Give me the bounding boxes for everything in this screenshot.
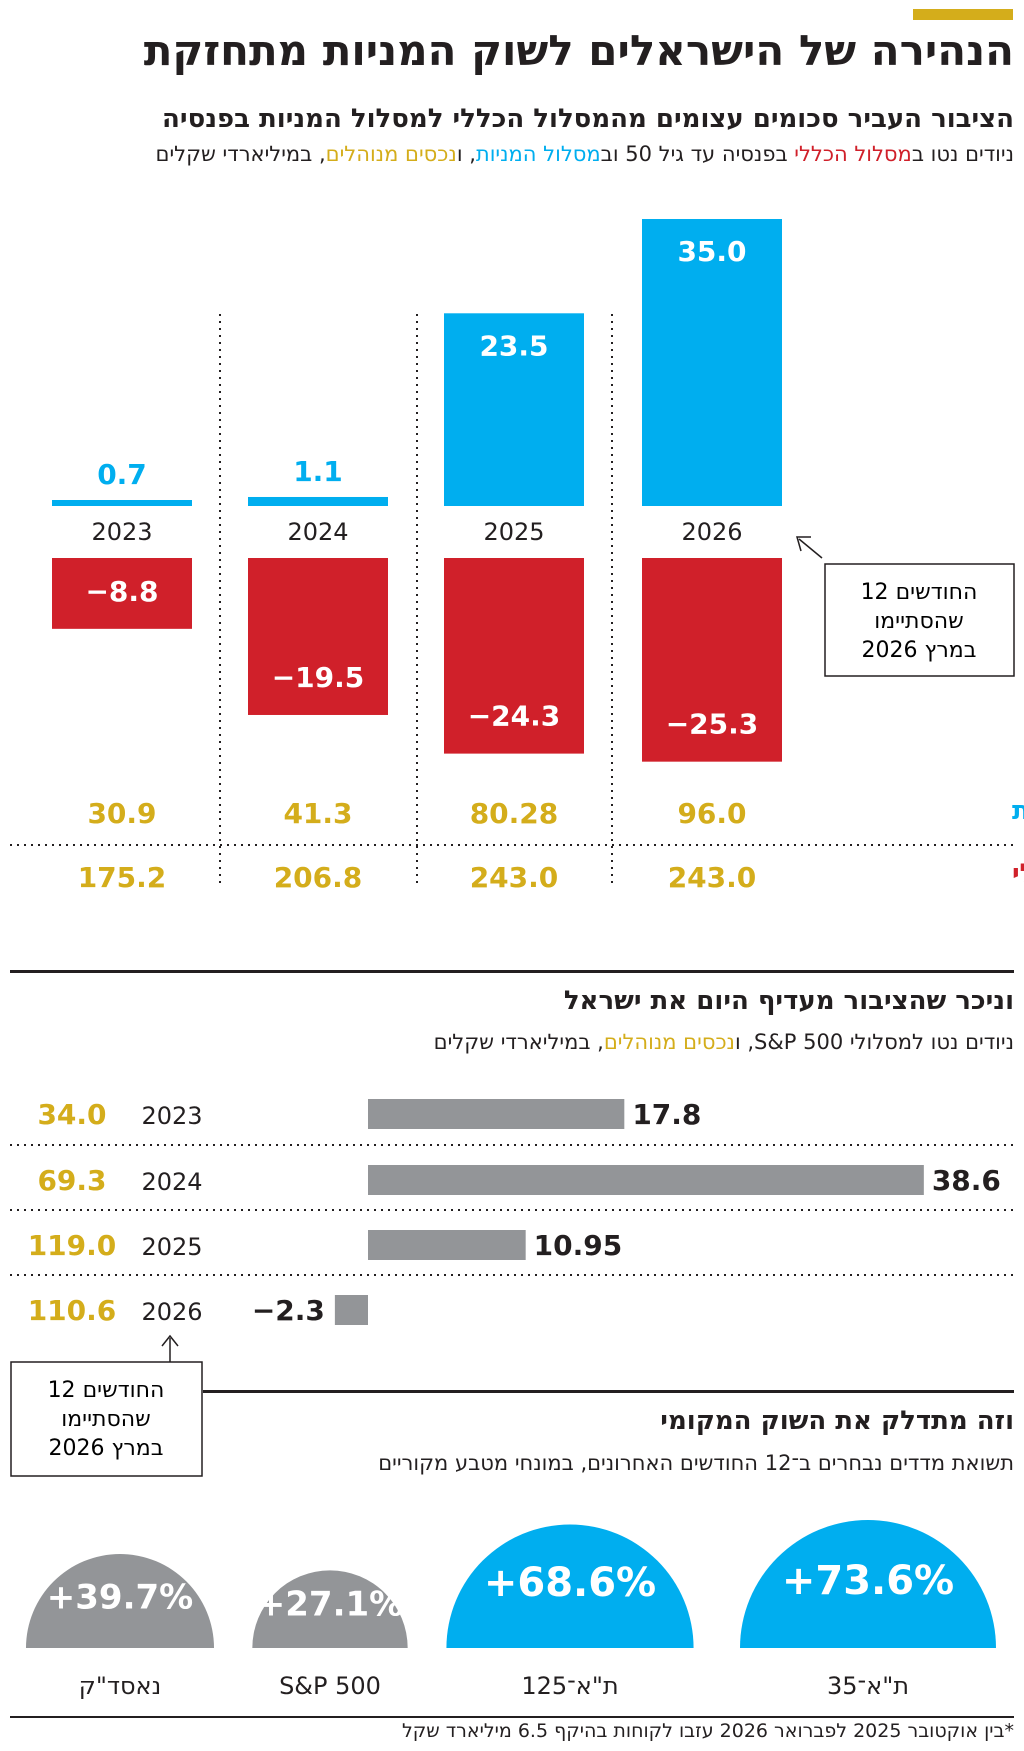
return-value-label: +39.7%	[47, 1578, 193, 1618]
main-title: הנהירה של הישראלים לשוק המניות מתחזקת	[143, 26, 1014, 75]
sp500-bar	[368, 1230, 526, 1260]
index-name-label: ת"א־35	[827, 1672, 909, 1700]
general-assets-value: 243.0	[668, 861, 757, 894]
stocks-bar	[642, 219, 782, 506]
sp500-bar	[334, 1295, 368, 1325]
stocks-bar	[248, 496, 388, 506]
accent-bar	[913, 9, 1013, 20]
annotation-2: 12 החודשים שהסתיימו במרץ 2026	[10, 1334, 203, 1477]
subtitle-part: ניודים נטו ב	[911, 142, 1014, 166]
sp500-value-label: 38.6	[932, 1164, 1001, 1197]
assets-value: 119.0	[28, 1229, 117, 1262]
sp500-bar	[368, 1099, 625, 1129]
subtitle-part: , במיליארדי שקלים	[155, 142, 326, 166]
footnote: *בין אוקטובר 2025 לפברואר 2026 עזבו לקוח…	[402, 1720, 1014, 1742]
footnote-rule	[10, 1716, 1014, 1718]
section3-rule	[203, 1390, 1014, 1393]
stocks-assets-value: 80.28	[470, 797, 559, 830]
stocks-value-label: 23.5	[479, 329, 548, 362]
year-label: 2023	[141, 1102, 202, 1130]
general-bar	[642, 558, 782, 762]
annotation-arrow-head	[796, 536, 811, 552]
general-value-label: −25.3	[666, 708, 759, 741]
annotation-arrow-head	[161, 1334, 179, 1347]
index-name-label: ת"א־125	[521, 1672, 618, 1700]
return-semicircle	[740, 1520, 996, 1648]
return-semicircle	[25, 1554, 215, 1648]
stocks-value-label: 35.0	[677, 235, 746, 268]
stocks-assets-value: 96.0	[677, 797, 746, 830]
assets-value: 69.3	[37, 1164, 106, 1197]
annotation-line: שהסתיימו	[61, 1407, 150, 1432]
general-assets-value: 243.0	[470, 861, 559, 894]
section2-rule	[10, 970, 1014, 973]
stocks-assets-value: 41.3	[283, 797, 352, 830]
annotation-line: במרץ 2026	[862, 638, 977, 663]
index-returns-chart: +73.6% ת"א־35 +68.6% ת"א־125 +27.1% S&P 500 +3…	[25, 1520, 996, 1700]
general-value-label: −19.5	[272, 661, 365, 694]
annotation-box	[824, 563, 1015, 677]
section1-title: הציבור העביר סכומים עצומים מהמסלול הכללי…	[162, 104, 1014, 134]
row-label-general: מסלול כללי	[1012, 859, 1024, 889]
year-label: 2024	[141, 1168, 202, 1196]
managed-assets-label: נכסים מנוהלים	[325, 142, 457, 166]
return-semicircle	[446, 1524, 694, 1648]
general-value-label: −8.8	[85, 575, 158, 608]
year-label: 2023	[91, 518, 152, 546]
subtitle-part: ניודים נטו למסלולי S&P 500, ו	[734, 1030, 1014, 1054]
return-value-label: +73.6%	[782, 1558, 954, 1604]
section2-subtitle: ניודים נטו למסלולי S&P 500, ונכסים מנוהל…	[434, 1030, 1014, 1055]
section2-title: וניכר שהציבור מעדיף היום את ישראל	[563, 986, 1014, 1016]
subtitle-part: , ו	[456, 142, 476, 166]
pension-flows-chart: 0.7 2023 −8.8 30.9 175.2 1.1 2024 −19.5 41.3 206.…	[10, 219, 1024, 894]
stocks-value-label: 0.7	[97, 458, 147, 491]
year-label: 2026	[681, 518, 742, 546]
year-label: 2026	[141, 1298, 202, 1326]
annotation-line: 12 החודשים	[48, 1378, 165, 1403]
row-label-stocks: מסלול מניות	[1012, 796, 1024, 826]
year-label: 2025	[141, 1233, 202, 1261]
return-semicircle	[252, 1570, 408, 1648]
year-label: 2025	[483, 518, 544, 546]
stocks-bar	[52, 500, 192, 506]
assets-value: 110.6	[28, 1294, 117, 1327]
sp500-value-label: −2.3	[252, 1294, 325, 1327]
section3-title: וזה מתדלק את השוק המקומי	[660, 1406, 1014, 1436]
stocks-track-label: מסלול המניות	[475, 142, 601, 166]
annotation-arrow-line	[798, 538, 823, 559]
stocks-assets-value: 30.9	[87, 797, 156, 830]
sp500-value-label: 17.8	[632, 1098, 701, 1131]
general-bar	[248, 558, 388, 715]
section1-subtitle: ניודים נטו במסלול הכללי בפנסיה עד גיל 50…	[156, 142, 1014, 167]
annotation-box	[10, 1361, 203, 1477]
assets-value: 34.0	[37, 1098, 106, 1131]
index-name-label: נאסד"ק	[79, 1672, 161, 1700]
subtitle-part: , במיליארדי שקלים	[433, 1030, 604, 1054]
sp500-bar	[368, 1165, 924, 1195]
sp500-value-label: 10.95	[534, 1229, 623, 1262]
managed-assets-label: נכסים מנוהלים	[603, 1030, 735, 1054]
section3-subtitle: תשואת מדדים נבחרים ב־12 החודשים האחרונים…	[378, 1451, 1014, 1475]
general-bar	[52, 558, 192, 629]
index-name-label: S&P 500	[279, 1672, 381, 1700]
sp500-flows-chart: 17.8 2023 34.0 38.6 2024 69.3 10.95 2025 119.0 −2…	[10, 1098, 1014, 1327]
year-label: 2024	[287, 518, 348, 546]
general-track-label: מסלול הכללי	[794, 142, 912, 166]
stocks-value-label: 1.1	[293, 455, 343, 488]
return-value-label: +27.1%	[257, 1584, 403, 1624]
subtitle-part: בפנסיה עד גיל 50 וב	[600, 142, 795, 166]
annotation-line: שהסתיימו	[874, 609, 963, 634]
annotation-line: 12 החודשים	[861, 580, 978, 605]
general-value-label: −24.3	[468, 700, 561, 733]
general-bar	[444, 558, 584, 754]
general-assets-value: 175.2	[78, 861, 167, 894]
return-value-label: +68.6%	[484, 1560, 656, 1606]
annotation-line: במרץ 2026	[49, 1436, 164, 1461]
general-assets-value: 206.8	[274, 861, 363, 894]
stocks-bar	[444, 313, 584, 506]
